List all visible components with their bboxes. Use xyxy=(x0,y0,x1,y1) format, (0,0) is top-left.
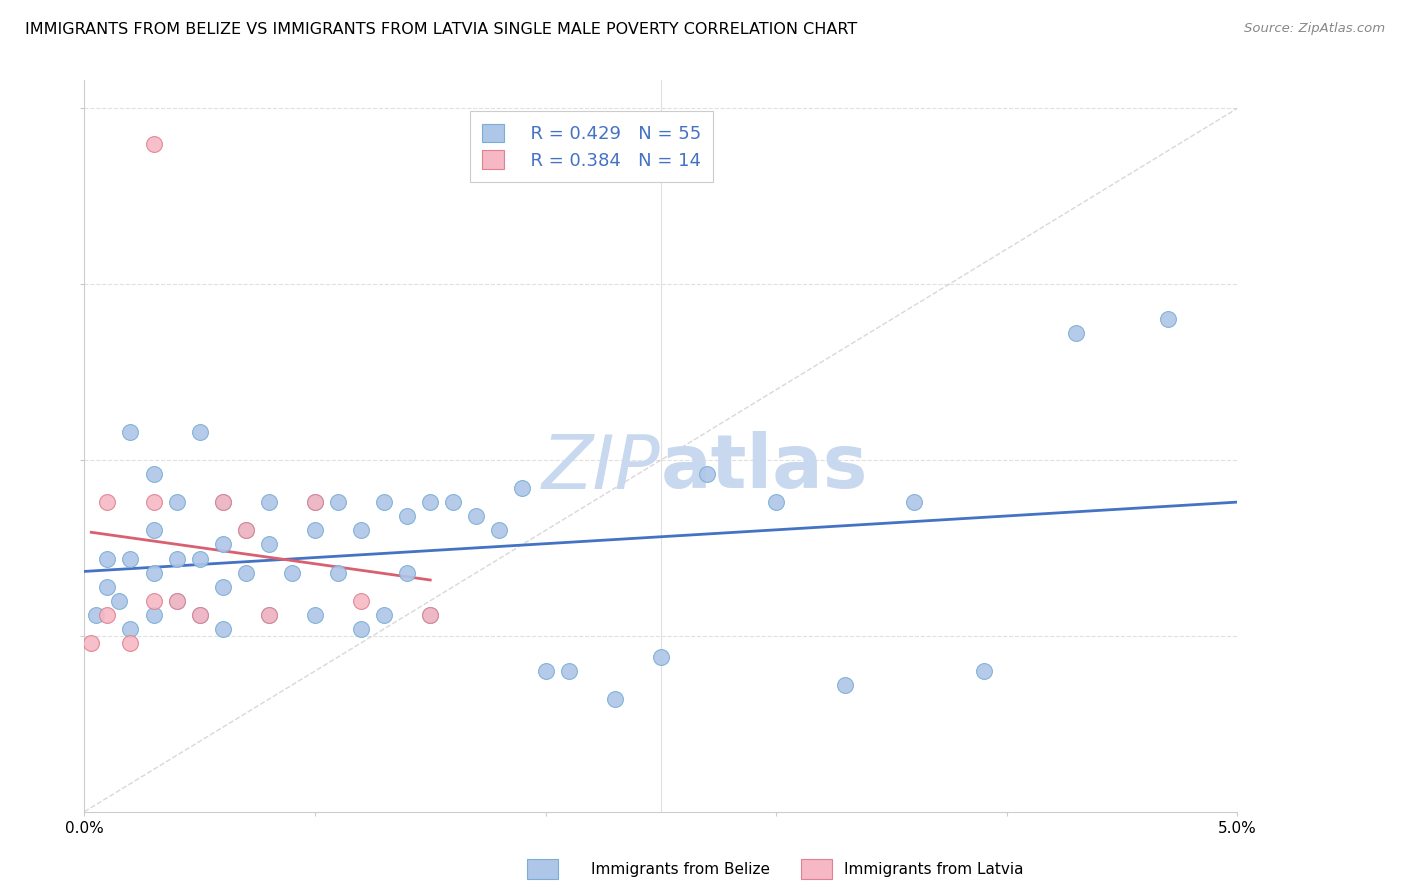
Point xyxy=(326,566,349,580)
Point xyxy=(257,495,280,509)
Point xyxy=(973,664,995,678)
Point xyxy=(96,580,118,594)
Point xyxy=(834,678,856,692)
Point xyxy=(142,566,165,580)
Point xyxy=(304,495,326,509)
Point xyxy=(419,607,441,622)
Point xyxy=(235,524,257,538)
Text: IMMIGRANTS FROM BELIZE VS IMMIGRANTS FROM LATVIA SINGLE MALE POVERTY CORRELATION: IMMIGRANTS FROM BELIZE VS IMMIGRANTS FRO… xyxy=(25,22,858,37)
Point xyxy=(96,551,118,566)
Point xyxy=(603,692,626,706)
Point xyxy=(166,551,188,566)
Point xyxy=(903,495,925,509)
Point xyxy=(373,607,395,622)
Text: Immigrants from Latvia: Immigrants from Latvia xyxy=(844,863,1024,877)
Point xyxy=(188,551,211,566)
Point xyxy=(257,607,280,622)
Point xyxy=(765,495,787,509)
Point xyxy=(465,509,488,524)
Point xyxy=(235,566,257,580)
Point xyxy=(650,650,672,665)
Point xyxy=(235,524,257,538)
Point xyxy=(350,622,373,636)
Point xyxy=(96,495,118,509)
Point xyxy=(80,636,103,650)
Point xyxy=(166,495,188,509)
Point xyxy=(326,495,349,509)
Point xyxy=(211,537,233,551)
Point xyxy=(396,566,419,580)
Point xyxy=(1157,312,1180,326)
Point xyxy=(211,622,233,636)
Point xyxy=(350,593,373,607)
Text: atlas: atlas xyxy=(661,432,868,505)
Point xyxy=(142,136,165,151)
Point xyxy=(419,607,441,622)
Point xyxy=(166,593,188,607)
Point xyxy=(1064,326,1087,341)
Point xyxy=(396,509,419,524)
Legend:   R = 0.429   N = 55,   R = 0.384   N = 14: R = 0.429 N = 55, R = 0.384 N = 14 xyxy=(470,112,713,183)
Text: Immigrants from Belize: Immigrants from Belize xyxy=(591,863,769,877)
Point xyxy=(534,664,557,678)
Point xyxy=(120,551,142,566)
Text: ZIP: ZIP xyxy=(543,432,661,504)
Point xyxy=(373,495,395,509)
Point xyxy=(419,495,441,509)
Point xyxy=(257,537,280,551)
Point xyxy=(120,622,142,636)
Point xyxy=(304,524,326,538)
Point xyxy=(188,607,211,622)
Point xyxy=(142,524,165,538)
Point xyxy=(142,495,165,509)
Point xyxy=(211,580,233,594)
Point xyxy=(281,566,304,580)
Point xyxy=(120,425,142,439)
Point xyxy=(142,607,165,622)
Point xyxy=(304,607,326,622)
Point xyxy=(488,524,510,538)
Text: Source: ZipAtlas.com: Source: ZipAtlas.com xyxy=(1244,22,1385,36)
Point xyxy=(120,636,142,650)
Point xyxy=(108,593,131,607)
Point xyxy=(96,607,118,622)
Point xyxy=(166,593,188,607)
Point xyxy=(350,524,373,538)
Point xyxy=(188,425,211,439)
Point xyxy=(211,495,233,509)
Point xyxy=(188,607,211,622)
Point xyxy=(142,467,165,482)
Point xyxy=(696,467,718,482)
Point xyxy=(142,593,165,607)
Point xyxy=(84,607,107,622)
Point xyxy=(441,495,464,509)
Point xyxy=(512,481,534,495)
Point xyxy=(257,607,280,622)
Point xyxy=(304,495,326,509)
Point xyxy=(211,495,233,509)
Point xyxy=(557,664,579,678)
